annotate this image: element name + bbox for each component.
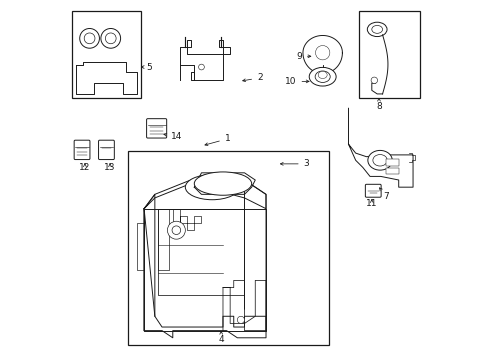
Text: 8: 8: [375, 98, 381, 111]
Text: 14: 14: [163, 132, 182, 141]
Ellipse shape: [105, 33, 116, 44]
Circle shape: [370, 77, 377, 84]
Ellipse shape: [84, 33, 95, 44]
Bar: [386, 168, 398, 174]
Ellipse shape: [318, 71, 326, 78]
Ellipse shape: [101, 28, 121, 48]
FancyBboxPatch shape: [146, 119, 166, 138]
Text: 2: 2: [242, 73, 262, 82]
Ellipse shape: [366, 22, 386, 37]
Circle shape: [237, 316, 244, 323]
Text: 13: 13: [104, 163, 116, 172]
Text: 3: 3: [280, 159, 309, 168]
FancyBboxPatch shape: [365, 184, 380, 197]
Circle shape: [167, 221, 185, 239]
Bar: [386, 159, 398, 166]
Ellipse shape: [308, 67, 335, 86]
Ellipse shape: [314, 71, 329, 82]
Text: 11: 11: [366, 199, 377, 208]
Text: 1: 1: [204, 134, 230, 145]
Text: 6: 6: [112, 34, 126, 43]
Ellipse shape: [367, 150, 391, 170]
Ellipse shape: [80, 28, 99, 48]
Bar: [72, 12, 140, 98]
Text: 5: 5: [141, 63, 151, 72]
Ellipse shape: [372, 154, 386, 166]
Bar: [359, 12, 419, 98]
Text: 12: 12: [79, 163, 90, 172]
Text: 9: 9: [296, 52, 310, 61]
FancyBboxPatch shape: [99, 140, 114, 159]
Text: 7: 7: [379, 188, 388, 201]
Circle shape: [172, 226, 180, 234]
Text: 10: 10: [285, 77, 308, 86]
Ellipse shape: [185, 175, 239, 200]
FancyBboxPatch shape: [74, 140, 90, 159]
Circle shape: [315, 45, 329, 60]
Ellipse shape: [194, 172, 251, 195]
Circle shape: [198, 64, 204, 70]
Ellipse shape: [371, 26, 382, 33]
Bar: [128, 151, 328, 345]
Text: 4: 4: [218, 332, 224, 344]
